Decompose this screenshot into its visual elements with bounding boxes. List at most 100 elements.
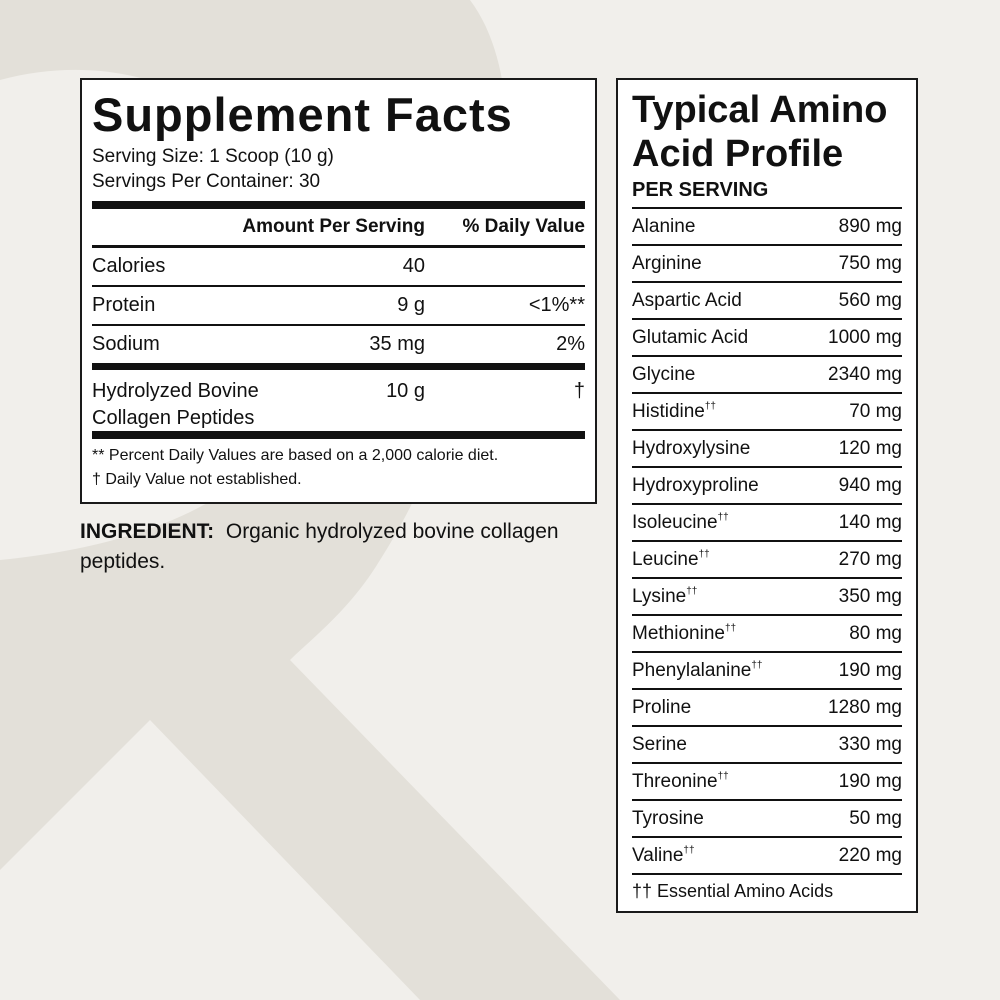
amino-acid-row: Phenylalanine†† 190 mg (632, 651, 902, 688)
nutrient-amount: 9 g (397, 294, 425, 316)
amino-acid-name: Phenylalanine†† (632, 659, 763, 681)
amino-acid-amount: 890 mg (838, 215, 902, 237)
amino-acid-name: Glutamic Acid (632, 326, 749, 348)
daily-value-header: % Daily Value (462, 216, 585, 237)
servings-per-container: Servings Per Container: 30 (92, 171, 321, 192)
nutrient-amount: 40 (402, 255, 425, 277)
amino-acid-row: Glycine 2340 mg (632, 355, 902, 392)
supplement-facts-panel: Supplement Facts Serving Size: 1 Scoop (… (80, 78, 597, 504)
amino-acid-amount: 120 mg (838, 437, 902, 459)
nutrient-name: Protein (92, 294, 156, 316)
footnote-not-established: † Daily Value not established. (92, 471, 302, 488)
essential-marker: †† (686, 585, 698, 597)
amino-acid-row: Hydroxylysine 120 mg (632, 429, 902, 466)
amino-acid-amount: 190 mg (838, 659, 902, 681)
amino-acid-amount: 750 mg (838, 252, 902, 274)
amino-acid-name: Proline (632, 696, 692, 718)
amino-acid-name: Isoleucine†† (632, 511, 729, 533)
amino-acid-amount: 350 mg (838, 585, 902, 607)
essential-footnote: †† Essential Amino Acids (632, 873, 902, 902)
nutrient-amount: 10 g (386, 380, 425, 402)
divider (92, 431, 585, 439)
essential-marker: †† (704, 400, 716, 412)
amino-acid-name: Methionine†† (632, 622, 737, 644)
nutrient-row: Sodium 35 mg 2% (92, 326, 585, 363)
amino-acid-row: Tyrosine 50 mg (632, 799, 902, 836)
amino-acid-amount: 220 mg (838, 844, 902, 866)
nutrient-row: Hydrolyzed Bovine Collagen Peptides 10 g † (92, 370, 585, 431)
amino-acid-row: Glutamic Acid 1000 mg (632, 318, 902, 355)
amino-acid-name: Alanine (632, 215, 696, 237)
divider (92, 363, 585, 370)
amino-acid-name: Threonine†† (632, 770, 729, 792)
amino-acid-amount: 80 mg (849, 622, 902, 644)
essential-marker: †† (751, 659, 763, 671)
amino-acid-name: Glycine (632, 363, 696, 385)
amino-acid-amount: 50 mg (849, 807, 902, 829)
ingredient-label: INGREDIENT: (80, 520, 215, 543)
amino-acid-amount: 1280 mg (828, 696, 902, 718)
amino-acid-name: Leucine†† (632, 548, 710, 570)
amino-acid-amount: 560 mg (838, 289, 902, 311)
nutrient-dv: <1%** (528, 294, 585, 316)
divider (92, 201, 585, 209)
amino-acid-name: Aspartic Acid (632, 289, 742, 311)
amino-acid-row: Valine†† 220 mg (632, 836, 902, 873)
column-header: Amount Per Serving % Daily Value (92, 209, 585, 245)
nutrient-name: Calories (92, 255, 166, 277)
amino-acid-row: Proline 1280 mg (632, 688, 902, 725)
amino-acid-amount: 940 mg (838, 474, 902, 496)
amino-acid-amount: 330 mg (838, 733, 902, 755)
essential-marker: †† (683, 844, 695, 856)
amino-acid-row: Lysine†† 350 mg (632, 577, 902, 614)
amino-acid-amount: 270 mg (838, 548, 902, 570)
amino-acid-name: Tyrosine (632, 807, 704, 829)
amino-profile-title: Typical Amino Acid Profile (632, 89, 888, 175)
serving-size: Serving Size: 1 Scoop (10 g) (92, 146, 334, 167)
essential-marker: †† (717, 770, 729, 782)
ingredient-statement: INGREDIENT: Organic hydrolyzed bovine co… (80, 517, 600, 577)
amino-acid-amount: 70 mg (849, 400, 902, 422)
amino-acid-row: Histidine†† 70 mg (632, 392, 902, 429)
supplement-facts-title: Supplement Facts (92, 88, 513, 141)
amino-acid-row: Serine 330 mg (632, 725, 902, 762)
amino-acid-row: Methionine†† 80 mg (632, 614, 902, 651)
amino-acid-row: Isoleucine†† 140 mg (632, 503, 902, 540)
essential-marker: †† (717, 511, 729, 523)
divider (92, 324, 585, 326)
nutrient-dv: 2% (556, 333, 585, 355)
footnote-daily-values: ** Percent Daily Values are based on a 2… (92, 447, 499, 464)
nutrient-name: Hydrolyzed Bovine Collagen Peptides (92, 380, 259, 429)
amino-acid-row: Arginine 750 mg (632, 244, 902, 281)
nutrient-row: Protein 9 g <1%** (92, 287, 585, 324)
amino-acid-row: Aspartic Acid 560 mg (632, 281, 902, 318)
divider (92, 245, 585, 248)
ingredient-text: Organic hydrolyzed bovine collagen pepti… (80, 520, 559, 573)
amino-acid-row: Alanine 890 mg (632, 207, 902, 244)
footnotes: ** Percent Daily Values are based on a 2… (92, 444, 585, 492)
amino-acid-amount: 140 mg (838, 511, 902, 533)
amino-acid-name: Hydroxylysine (632, 437, 751, 459)
amino-acid-name: Lysine†† (632, 585, 698, 607)
amino-acid-row: Threonine†† 190 mg (632, 762, 902, 799)
amino-acid-name: Histidine†† (632, 400, 716, 422)
amino-acid-amount: 1000 mg (828, 326, 902, 348)
nutrient-amount: 35 mg (369, 333, 425, 355)
nutrient-row: Calories 40 (92, 248, 585, 285)
per-serving-label: PER SERVING (632, 179, 769, 201)
divider (92, 285, 585, 287)
amino-acid-amount: 190 mg (838, 770, 902, 792)
amino-acid-name: Arginine (632, 252, 702, 274)
amino-acid-profile-panel: Typical Amino Acid Profile PER SERVING A… (616, 78, 918, 913)
amino-acid-name: Serine (632, 733, 687, 755)
nutrient-name: Sodium (92, 333, 160, 355)
amino-acid-row: Hydroxyproline 940 mg (632, 466, 902, 503)
amount-header: Amount Per Serving (242, 216, 425, 237)
amino-acid-name: Hydroxyproline (632, 474, 759, 496)
amino-acid-row: Leucine†† 270 mg (632, 540, 902, 577)
amino-acid-amount: 2340 mg (828, 363, 902, 385)
essential-marker: †† (698, 548, 710, 560)
essential-marker: †† (724, 622, 737, 634)
nutrient-dv: † (573, 380, 585, 402)
amino-acid-name: Valine†† (632, 844, 695, 866)
